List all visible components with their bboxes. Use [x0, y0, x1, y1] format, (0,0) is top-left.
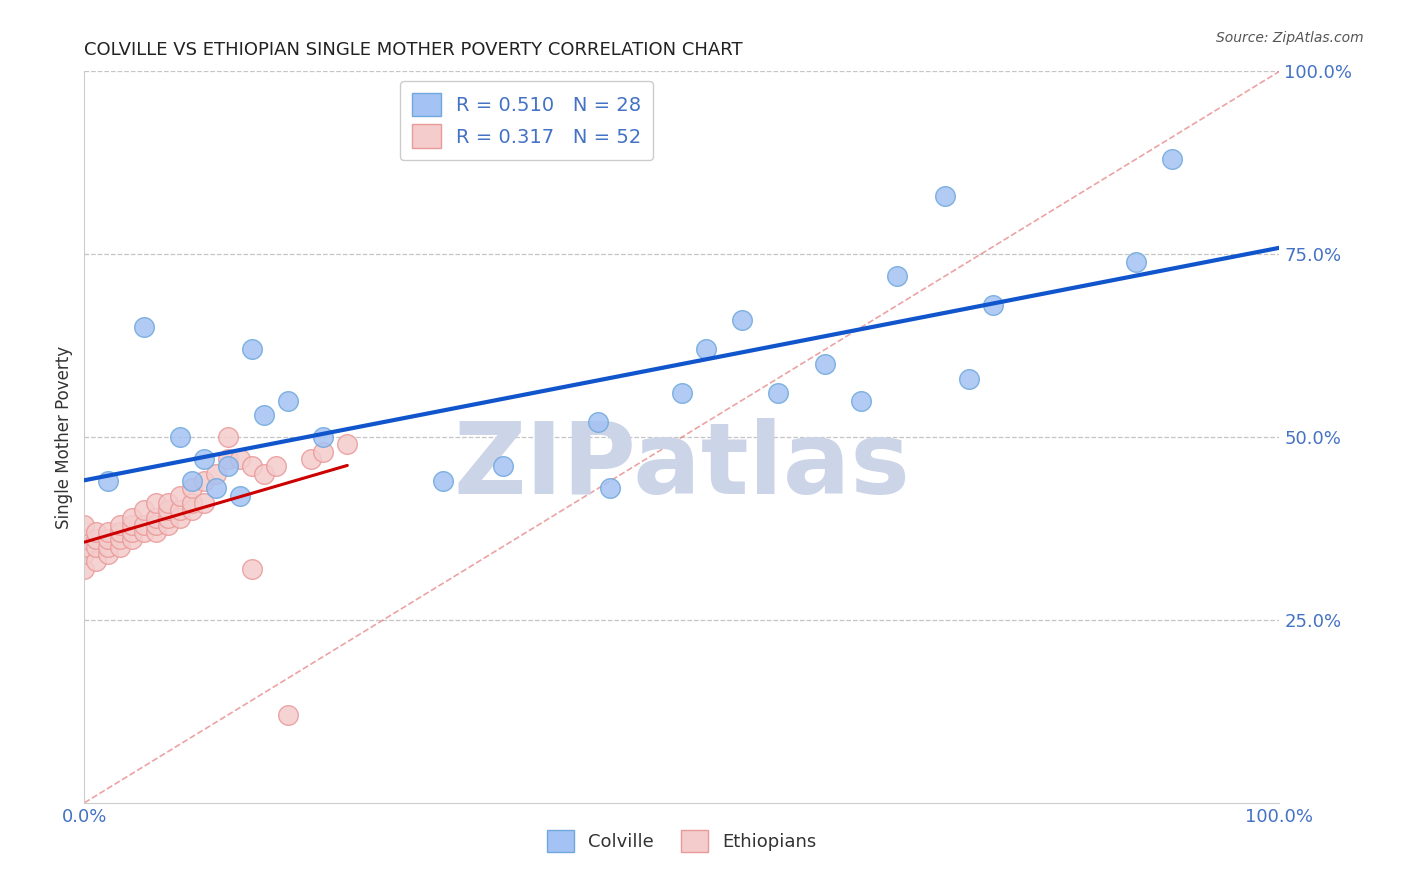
Point [240, 343, 263, 357]
Point [145, 510, 167, 524]
Point [157, 517, 180, 532]
Legend: Colville, Ethiopians: Colville, Ethiopians [540, 823, 824, 860]
Y-axis label: Single Mother Poverty: Single Mother Poverty [55, 345, 73, 529]
Point [110, 525, 132, 540]
Point [121, 517, 143, 532]
Point [814, 357, 837, 371]
Point [86, 525, 108, 540]
Point [157, 503, 180, 517]
Point [145, 525, 167, 540]
Point [169, 503, 191, 517]
Point [157, 510, 180, 524]
Point [181, 503, 204, 517]
Point [193, 474, 215, 488]
Point [766, 386, 789, 401]
Point [217, 452, 239, 467]
Point [217, 459, 239, 474]
Point [229, 452, 252, 467]
Point [132, 503, 156, 517]
Point [73, 540, 96, 554]
Point [240, 562, 263, 576]
Text: Source: ZipAtlas.com: Source: ZipAtlas.com [1216, 31, 1364, 45]
Point [132, 525, 156, 540]
Point [121, 533, 143, 547]
Point [264, 459, 287, 474]
Point [181, 496, 204, 510]
Point [312, 444, 335, 458]
Point [110, 540, 132, 554]
Point [121, 510, 143, 524]
Point [157, 496, 180, 510]
Point [671, 386, 693, 401]
Point [1161, 152, 1184, 166]
Point [110, 533, 132, 547]
Point [97, 525, 120, 540]
Point [169, 510, 191, 524]
Point [851, 393, 873, 408]
Point [97, 540, 120, 554]
Point [193, 496, 215, 510]
Point [86, 540, 108, 554]
Point [169, 430, 191, 444]
Point [432, 474, 454, 488]
Point [121, 525, 143, 540]
Point [132, 320, 156, 334]
Point [934, 188, 956, 202]
Point [97, 474, 120, 488]
Point [695, 343, 717, 357]
Point [73, 517, 96, 532]
Point [588, 416, 610, 430]
Point [132, 517, 156, 532]
Point [205, 481, 228, 495]
Text: ZIPatlas: ZIPatlas [454, 417, 910, 515]
Point [181, 481, 204, 495]
Point [336, 437, 359, 451]
Point [229, 489, 252, 503]
Point [73, 547, 96, 561]
Point [731, 313, 754, 327]
Point [169, 489, 191, 503]
Point [205, 467, 228, 481]
Point [599, 481, 621, 495]
Point [886, 269, 908, 284]
Point [981, 298, 1004, 312]
Point [240, 459, 263, 474]
Point [957, 371, 980, 385]
Point [277, 708, 299, 723]
Point [253, 408, 276, 422]
Point [1125, 254, 1147, 268]
Point [492, 459, 515, 474]
Point [145, 517, 167, 532]
Point [86, 533, 108, 547]
Point [110, 517, 132, 532]
Point [301, 452, 323, 467]
Point [193, 452, 215, 467]
Point [97, 547, 120, 561]
Point [253, 467, 276, 481]
Point [277, 393, 299, 408]
Point [86, 554, 108, 568]
Point [145, 496, 167, 510]
Point [97, 533, 120, 547]
Point [217, 430, 239, 444]
Point [181, 474, 204, 488]
Point [312, 430, 335, 444]
Point [73, 533, 96, 547]
Point [73, 562, 96, 576]
Text: COLVILLE VS ETHIOPIAN SINGLE MOTHER POVERTY CORRELATION CHART: COLVILLE VS ETHIOPIAN SINGLE MOTHER POVE… [84, 41, 742, 59]
